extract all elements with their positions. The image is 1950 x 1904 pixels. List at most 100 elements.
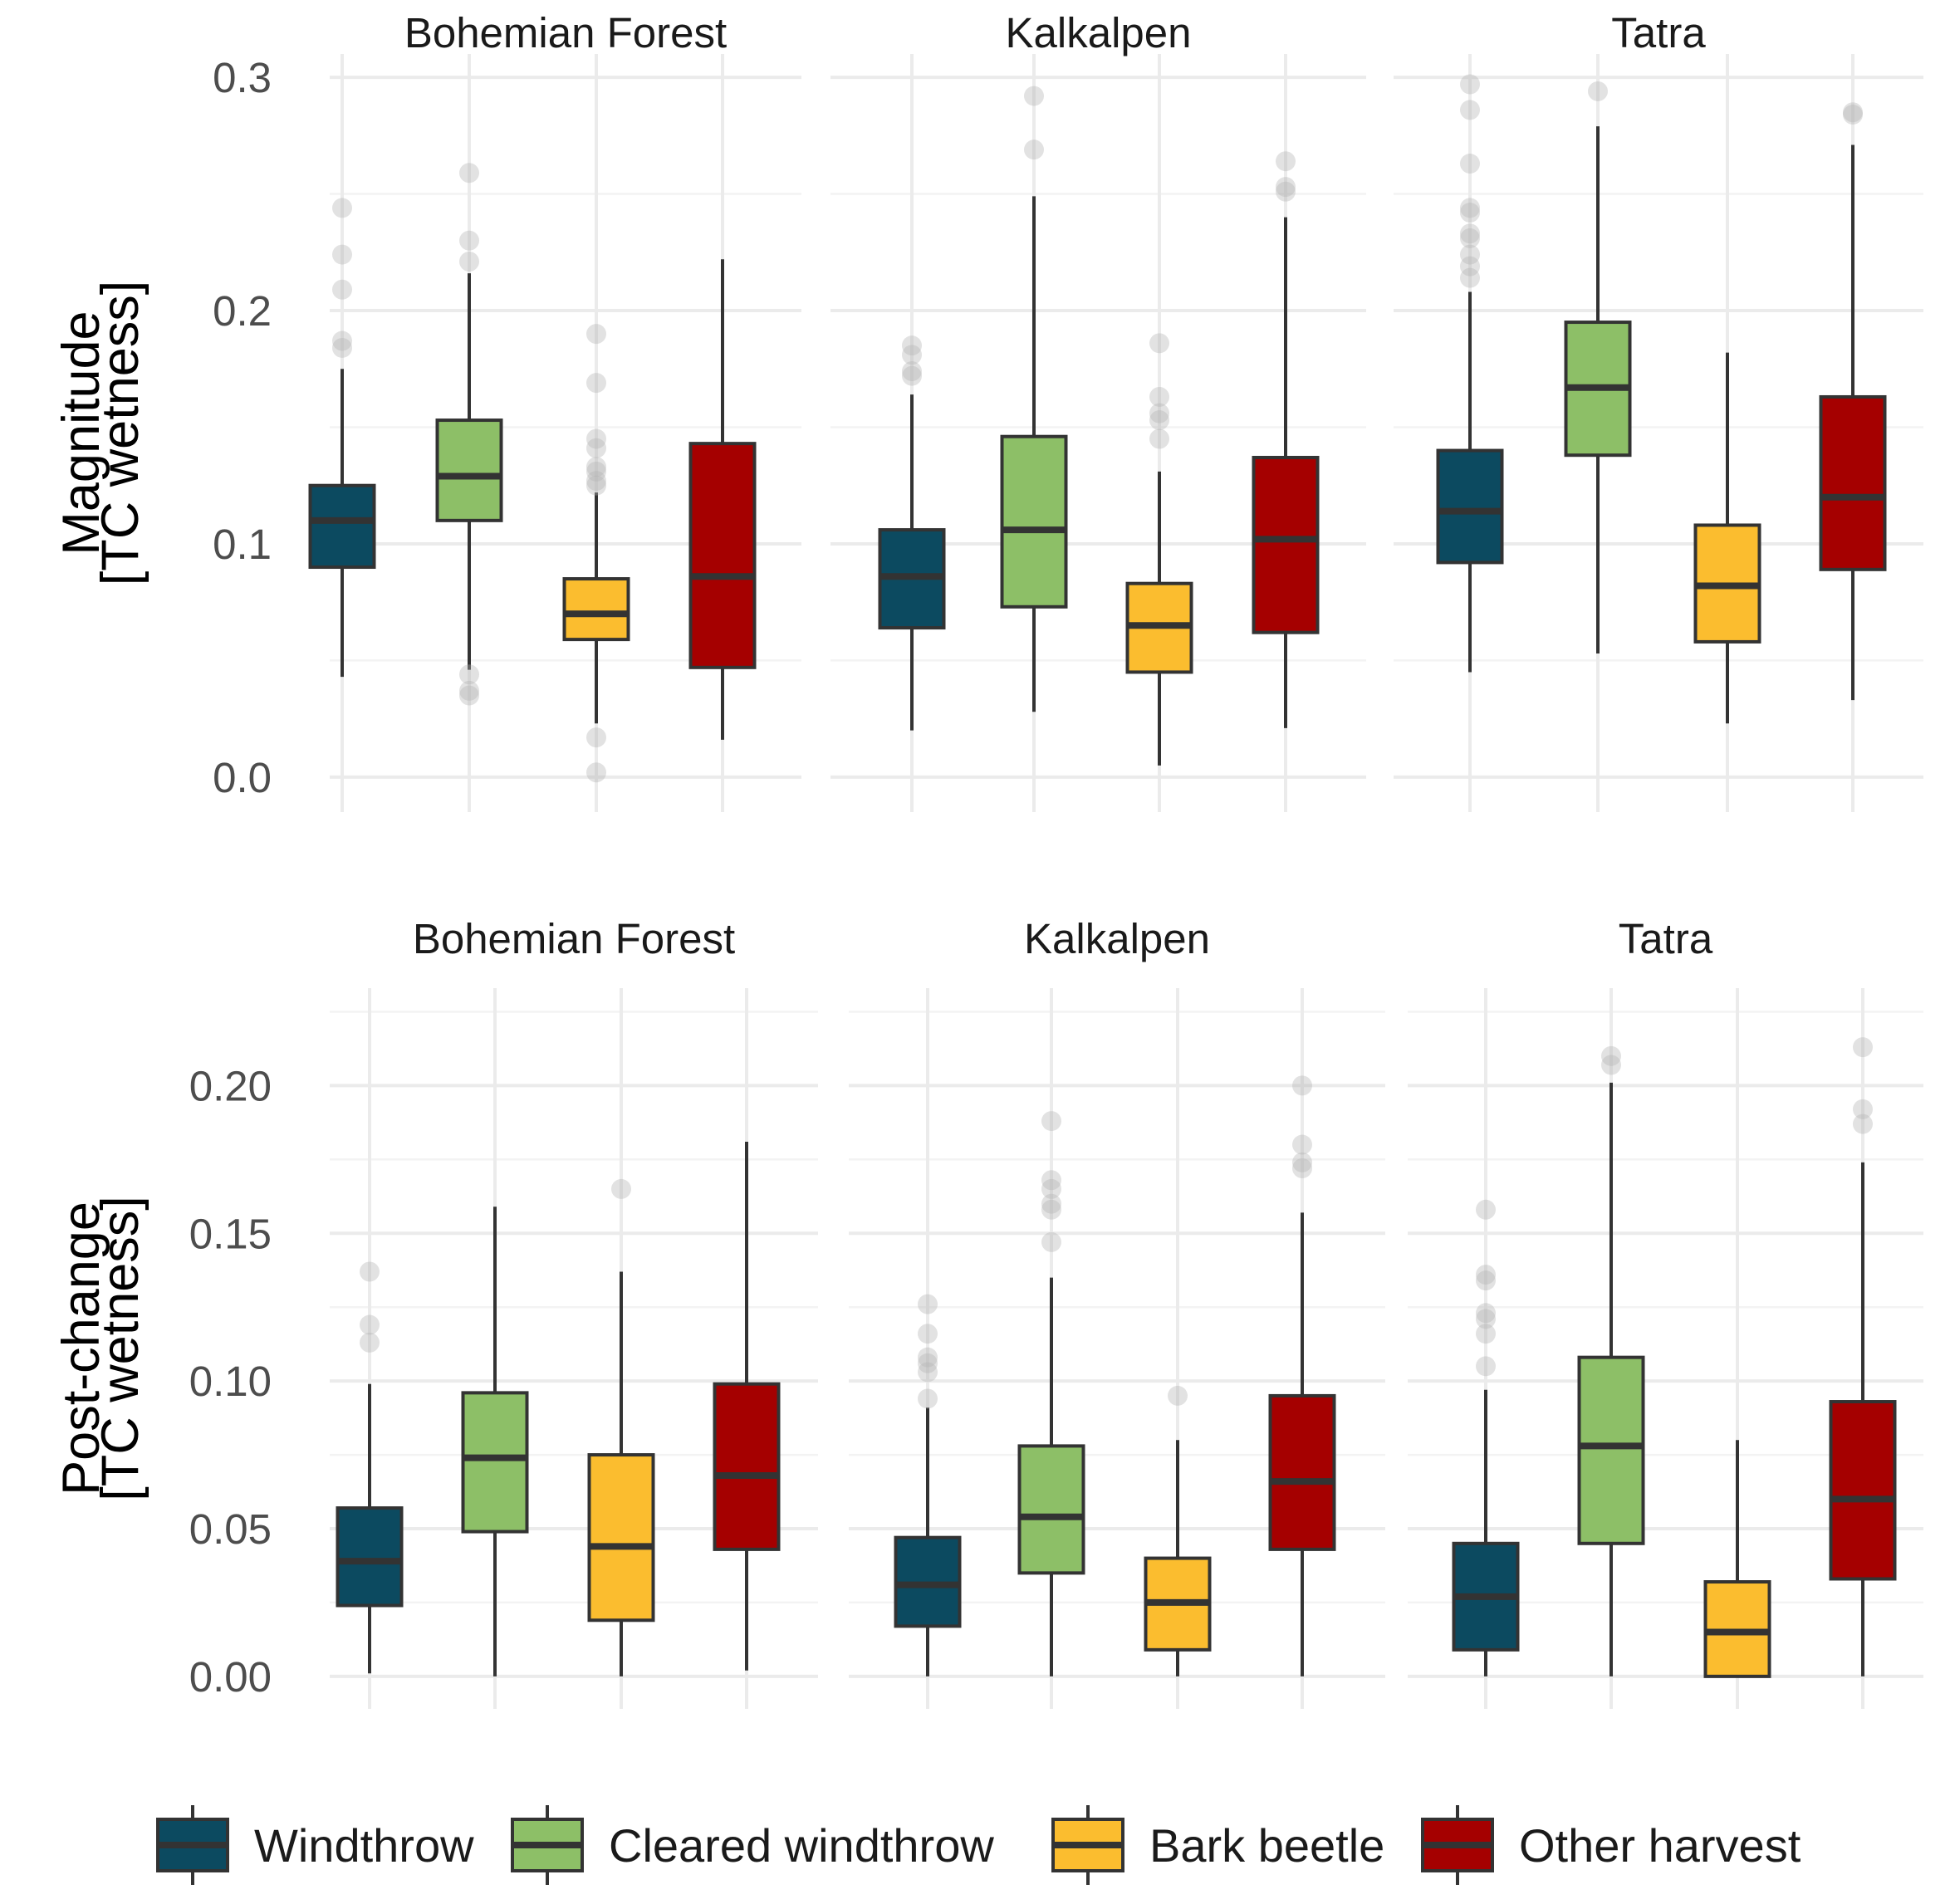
outlier-point (1292, 1158, 1312, 1178)
outlier-point (586, 457, 606, 477)
outlier-point (1149, 428, 1169, 449)
y-axis-title-line1: Post-change (52, 1202, 110, 1495)
box-other-harvest (1252, 151, 1320, 728)
outlier-point (918, 1324, 938, 1344)
legend-label: Other harvest (1519, 1819, 1801, 1872)
legend-label: Cleared windthrow (609, 1819, 994, 1872)
box-bark-beetle (1144, 1385, 1212, 1676)
box-other-harvest (1829, 1037, 1897, 1676)
box-iqr (1000, 434, 1068, 609)
outlier-point (918, 1294, 938, 1314)
outlier-point (1460, 256, 1480, 277)
box-other-harvest (1268, 1075, 1336, 1676)
outlier-point (1601, 1055, 1621, 1075)
outlier-point (459, 252, 479, 272)
box-bark-beetle (587, 1178, 655, 1676)
outlier-point (1292, 1134, 1312, 1155)
box-other-harvest (688, 259, 757, 740)
box-cleared-windthrow (1000, 86, 1068, 712)
outlier-point (586, 373, 606, 394)
outlier-point (918, 1353, 938, 1373)
box-other-harvest (1819, 102, 1887, 701)
outlier-point (1601, 1045, 1621, 1066)
outlier-point (918, 1388, 938, 1409)
outlier-point (1476, 1356, 1496, 1377)
outlier-point (1041, 1111, 1061, 1132)
y-axis-title-line2: [TC wetness] (91, 281, 149, 586)
box-cleared-windthrow (1017, 1111, 1085, 1676)
outlier-point (1292, 1152, 1312, 1172)
outlier-point (1843, 102, 1863, 123)
box-cleared-windthrow (1564, 81, 1632, 653)
outlier-point (1024, 86, 1044, 106)
legend: Windthrow Cleared windthrow Bark beetle Oth… (156, 1805, 1801, 1885)
outlier-point (1853, 1114, 1873, 1134)
outlier-point (586, 438, 606, 458)
outlier-point (1041, 1231, 1061, 1252)
outlier-point (332, 330, 352, 351)
facet-title: Tatra (1611, 9, 1706, 56)
y-axis-title-line2: [TC wetness] (91, 1196, 149, 1501)
outlier-point (902, 335, 922, 356)
box-iqr (336, 1506, 404, 1608)
y-tick-label: 0.0 (213, 754, 272, 801)
panel-row-2: 0.00 0.05 0.10 0.15 0.20 Post-change[TC wetne… (52, 915, 1923, 1709)
box-other-harvest (713, 1141, 781, 1671)
outlier-point (1041, 1199, 1061, 1220)
box-cleared-windthrow (1577, 1045, 1645, 1676)
box-iqr (308, 483, 376, 570)
outlier-point (1041, 1193, 1061, 1214)
facet-2: Kalkalpen (849, 915, 1385, 1709)
y-tick-label: 0.3 (213, 54, 272, 101)
outlier-point (902, 345, 922, 365)
legend-item-bark-beetle: Bark beetle (1051, 1805, 1384, 1885)
y-tick-label: 0.00 (189, 1653, 272, 1701)
outlier-point (1024, 139, 1044, 160)
outlier-point (459, 685, 479, 706)
box-windthrow (878, 335, 946, 731)
box-iqr (1017, 1444, 1085, 1575)
outlier-point (1292, 1075, 1312, 1096)
box-iqr (1829, 1400, 1897, 1581)
box-bark-beetle (1703, 1440, 1771, 1678)
outlier-point (1041, 1178, 1061, 1199)
y-tick-label: 0.15 (189, 1210, 272, 1257)
y-axis-title-line1: Magnitude (52, 311, 110, 555)
outlier-point (1476, 1199, 1496, 1220)
y-tick-label: 0.20 (189, 1062, 272, 1109)
outlier-point (332, 198, 352, 218)
outlier-point (360, 1332, 380, 1353)
facet-3: Tatra (1394, 9, 1923, 812)
outlier-point (1476, 1265, 1496, 1285)
box-bark-beetle (1125, 333, 1193, 766)
y-tick-label: 0.10 (189, 1358, 272, 1405)
legend-item-windthrow: Windthrow (156, 1805, 474, 1885)
facet-title: Bohemian Forest (413, 915, 735, 962)
outlier-point (1476, 1303, 1496, 1324)
box-windthrow (894, 1294, 962, 1676)
box-cleared-windthrow (461, 1207, 529, 1676)
outlier-point (902, 361, 922, 382)
outlier-point (1460, 228, 1480, 248)
box-bark-beetle (1693, 352, 1761, 724)
outlier-point (1853, 1099, 1873, 1119)
outlier-point (1460, 267, 1480, 288)
outlier-point (1149, 403, 1169, 423)
outlier-point (1843, 105, 1863, 125)
legend-item-other-harvest: Other harvest (1421, 1805, 1801, 1885)
box-iqr (562, 577, 630, 642)
box-iqr (1577, 1355, 1645, 1545)
outlier-point (1460, 154, 1480, 174)
outlier-point (360, 1314, 380, 1335)
box-bark-beetle (562, 324, 630, 783)
panel-row-1: 0.0 0.1 0.2 0.3 Magnitude[TC wetness] Bohemia… (52, 9, 1923, 812)
y-tick-label: 0.2 (213, 287, 272, 335)
outlier-point (459, 163, 479, 184)
box-windthrow (1436, 74, 1504, 673)
legend-label: Windthrow (254, 1819, 474, 1872)
outlier-point (918, 1347, 938, 1368)
outlier-point (1588, 81, 1608, 101)
facet-title: Tatra (1619, 915, 1713, 962)
outlier-point (918, 1362, 938, 1383)
